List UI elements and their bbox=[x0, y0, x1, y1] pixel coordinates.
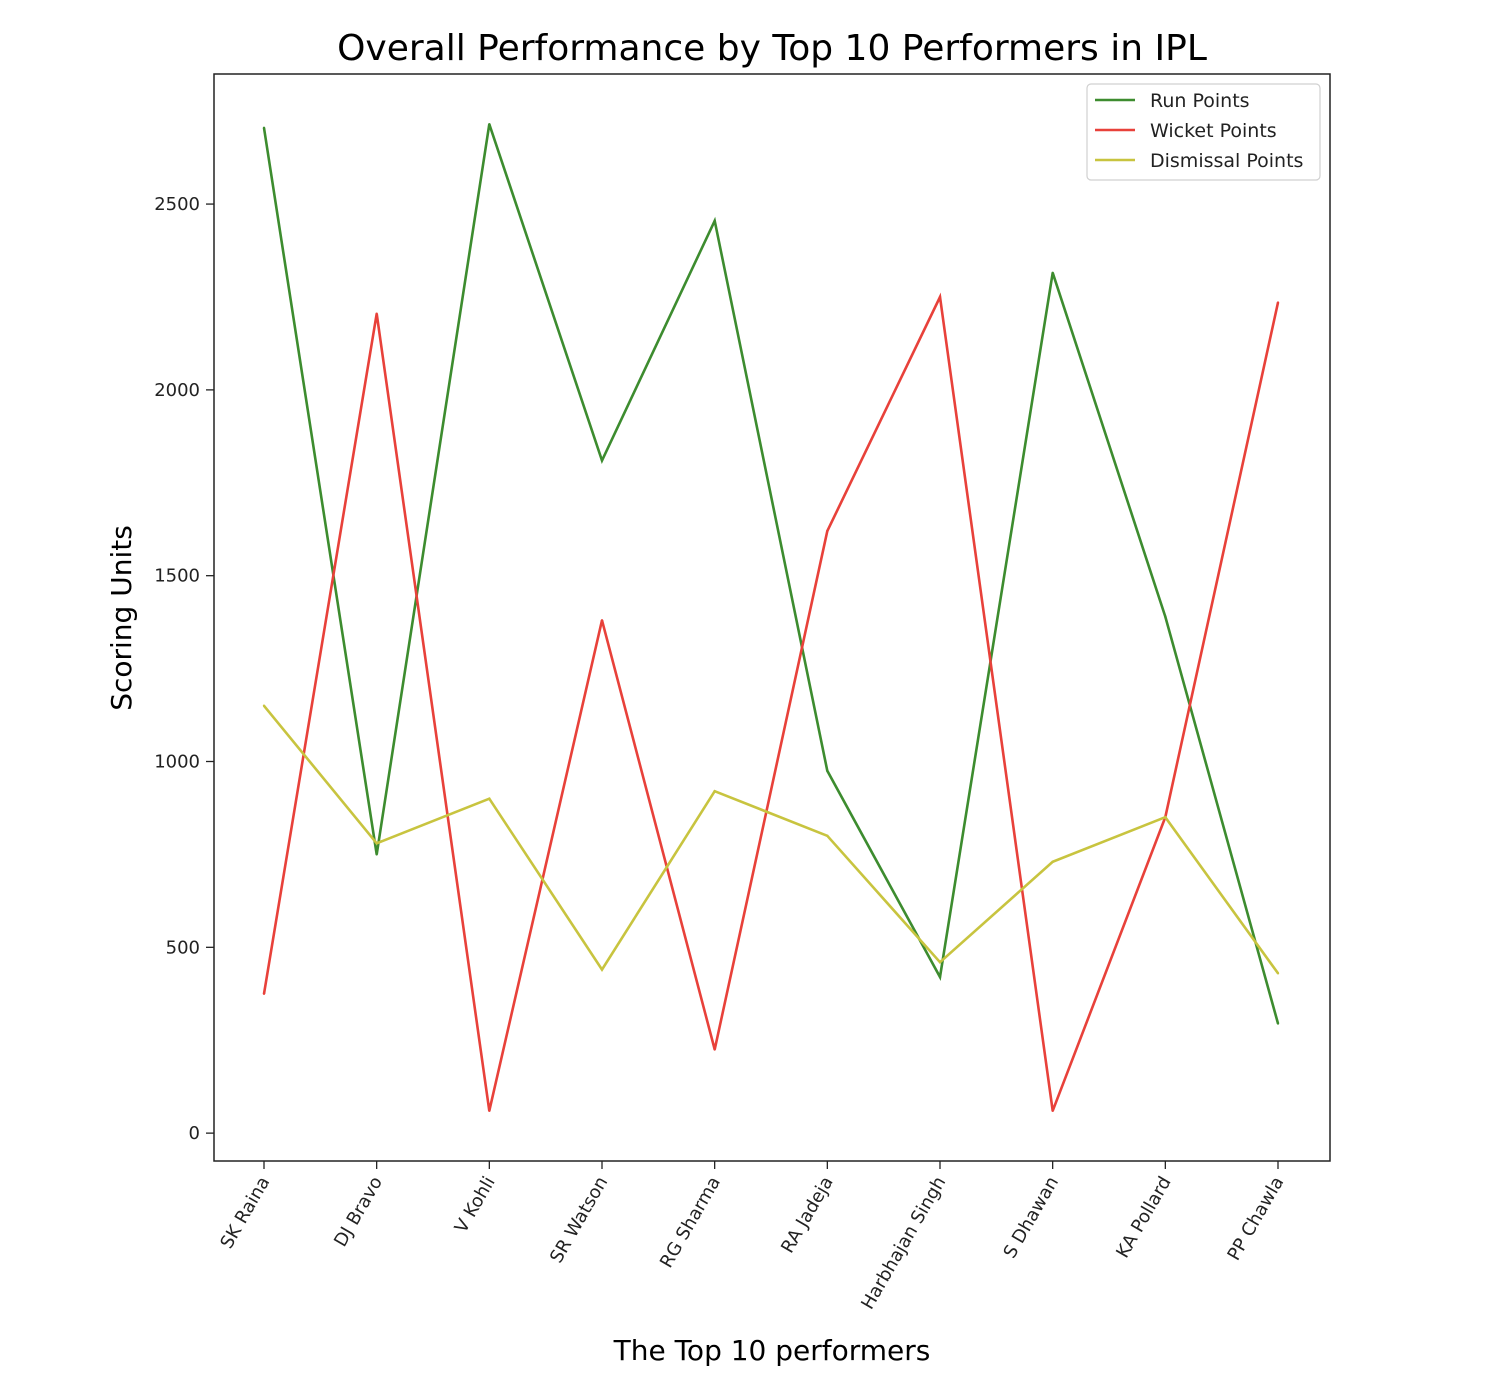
data-point-run-points-0 bbox=[262, 126, 266, 130]
y-tick-label: 2500 bbox=[154, 194, 200, 215]
data-point-run-points-5 bbox=[826, 769, 829, 772]
x-tick-label: S Dhawan bbox=[1000, 1173, 1063, 1262]
legend-label: Dismissal Points bbox=[1150, 150, 1303, 172]
y-axis: 0 500 1000 1500 2000 2500 bbox=[154, 194, 214, 1144]
y-tick-label: 500 bbox=[166, 937, 200, 958]
data-point-dismissal-points-7 bbox=[1051, 860, 1054, 864]
data-point-dismissal-points-3 bbox=[600, 968, 604, 971]
data-point-wicket-points-1 bbox=[375, 312, 378, 315]
legend-label: Run Points bbox=[1150, 90, 1250, 112]
chart-title: Overall Performance by Top 10 Performers… bbox=[337, 28, 1207, 69]
data-point-dismissal-points-1 bbox=[375, 842, 378, 845]
data-point-run-points-3 bbox=[600, 459, 604, 462]
plot-frame bbox=[213, 73, 1331, 1162]
series-line-dismissal-points bbox=[262, 704, 1280, 975]
data-point-wicket-points-6 bbox=[938, 295, 942, 299]
y-axis-label: Scoring Units bbox=[105, 525, 138, 711]
data-point-wicket-points-9 bbox=[1276, 301, 1280, 304]
data-point-wicket-points-5 bbox=[826, 529, 829, 533]
data-point-dismissal-points-9 bbox=[1276, 972, 1280, 975]
data-point-dismissal-points-6 bbox=[938, 960, 942, 964]
data-point-dismissal-points-4 bbox=[713, 790, 716, 793]
data-point-wicket-points-7 bbox=[1051, 1109, 1054, 1113]
x-tick-label: KA Pollard bbox=[1112, 1173, 1175, 1262]
x-tick-label: V Kohli bbox=[451, 1173, 500, 1237]
data-point-run-points-9 bbox=[1276, 1022, 1280, 1025]
y-tick-label: 1000 bbox=[154, 752, 200, 773]
data-point-wicket-points-2 bbox=[488, 1109, 491, 1113]
data-point-wicket-points-3 bbox=[600, 619, 604, 622]
x-axis-label: The Top 10 performers bbox=[613, 1334, 931, 1367]
data-point-wicket-points-4 bbox=[713, 1048, 716, 1051]
x-tick-label: SR Watson bbox=[546, 1173, 612, 1267]
series-line-wicket-points bbox=[262, 292, 1280, 1112]
data-point-dismissal-points-5 bbox=[826, 834, 829, 838]
x-tick-label: RA Jadeja bbox=[777, 1173, 838, 1257]
plot-area bbox=[262, 122, 1280, 1113]
data-point-run-points-7 bbox=[1051, 271, 1054, 275]
data-point-dismissal-points-2 bbox=[488, 797, 491, 800]
y-tick-label: 0 bbox=[189, 1123, 200, 1144]
x-tick-label: PP Chawla bbox=[1224, 1173, 1289, 1264]
x-axis: SK Raina DJ Bravo V Kohli SR Watson RG Sharm… bbox=[216, 1161, 1288, 1313]
x-tick-label: Harbhajan Singh bbox=[857, 1173, 950, 1313]
series-line-run-points bbox=[262, 123, 1280, 1024]
x-tick-label: DJ Bravo bbox=[330, 1173, 387, 1250]
y-tick-label: 1500 bbox=[154, 566, 200, 587]
legend-label: Wicket Points bbox=[1150, 120, 1277, 142]
x-tick-label: RG Sharma bbox=[656, 1173, 725, 1272]
data-point-dismissal-points-8 bbox=[1164, 816, 1167, 819]
data-point-wicket-points-0 bbox=[262, 992, 266, 995]
y-tick-label: 2000 bbox=[154, 380, 200, 401]
data-point-run-points-8 bbox=[1164, 615, 1167, 618]
data-point-run-points-6 bbox=[938, 975, 942, 979]
data-point-dismissal-points-0 bbox=[262, 704, 266, 707]
x-tick-label: SK Raina bbox=[216, 1173, 274, 1252]
legend: Run Points Wicket Points Dismissal Points bbox=[1086, 83, 1321, 181]
legend-box bbox=[1086, 83, 1321, 181]
data-point-run-points-2 bbox=[488, 122, 491, 126]
data-point-run-points-4 bbox=[713, 219, 716, 222]
data-point-run-points-1 bbox=[375, 853, 378, 856]
